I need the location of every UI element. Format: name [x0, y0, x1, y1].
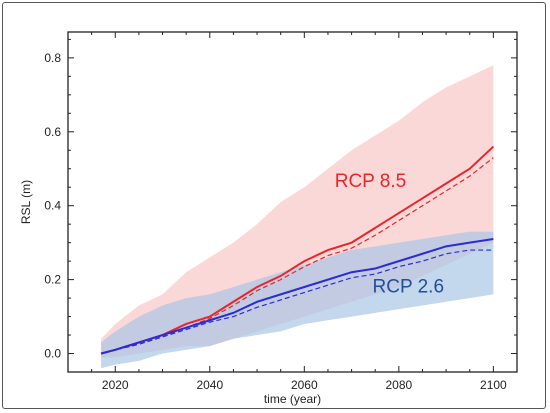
uncertainty-bands	[101, 65, 494, 369]
plot-area-border	[67, 31, 518, 373]
line-dashed-rcp-2-6	[100, 249, 494, 355]
y-axis-label: RSL (m)	[19, 180, 33, 224]
x-axis-label: time (year)	[264, 392, 321, 406]
x-tick-label: 2040	[196, 378, 223, 392]
x-tick-label: 2100	[480, 378, 507, 392]
y-tick-label: 0.0	[44, 347, 61, 361]
line-rcp-2-6	[100, 237, 494, 355]
series-lines	[100, 145, 495, 355]
x-tick-label: 2060	[291, 378, 318, 392]
y-tick-label: 0.4	[44, 199, 61, 213]
y-tick-label: 0.6	[44, 125, 61, 139]
annotation-rcp-8-5: RCP 8.5	[335, 171, 406, 192]
series-annotations: RCP 8.5 RCP 2.6	[335, 171, 444, 297]
axis-ticks: 2020 2040 2060 2080 2100 0.0 0.2 0.4 0.6 0.8	[44, 32, 518, 392]
band-rcp-2-6	[101, 231, 494, 369]
x-tick-label: 2080	[385, 378, 412, 392]
x-tick-label: 2020	[102, 378, 129, 392]
y-tick-label: 0.8	[44, 51, 61, 65]
annotation-rcp-2-6: RCP 2.6	[373, 277, 444, 298]
y-tick-label: 0.2	[44, 273, 61, 287]
